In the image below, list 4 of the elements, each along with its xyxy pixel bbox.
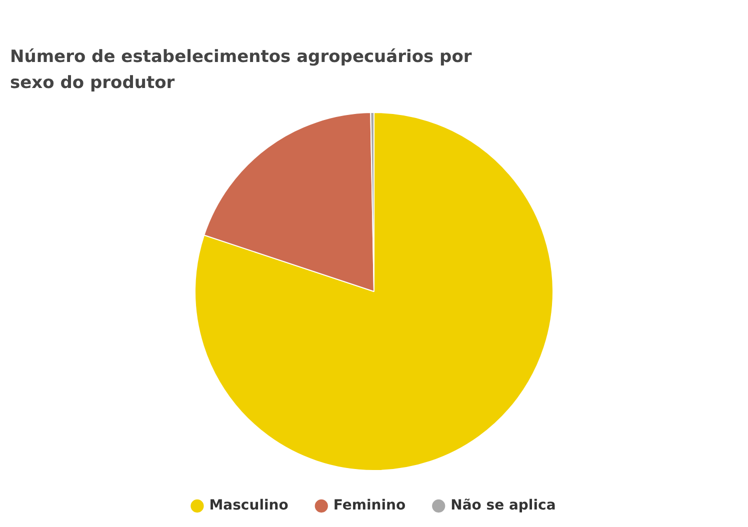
chart-title: Número de estabelecimentos agropecuários por sexo do produtor (10, 46, 473, 95)
legend-label: Masculino (209, 498, 289, 514)
legend-label: Não se aplica (450, 498, 556, 514)
legend-label: Feminino (333, 498, 406, 514)
